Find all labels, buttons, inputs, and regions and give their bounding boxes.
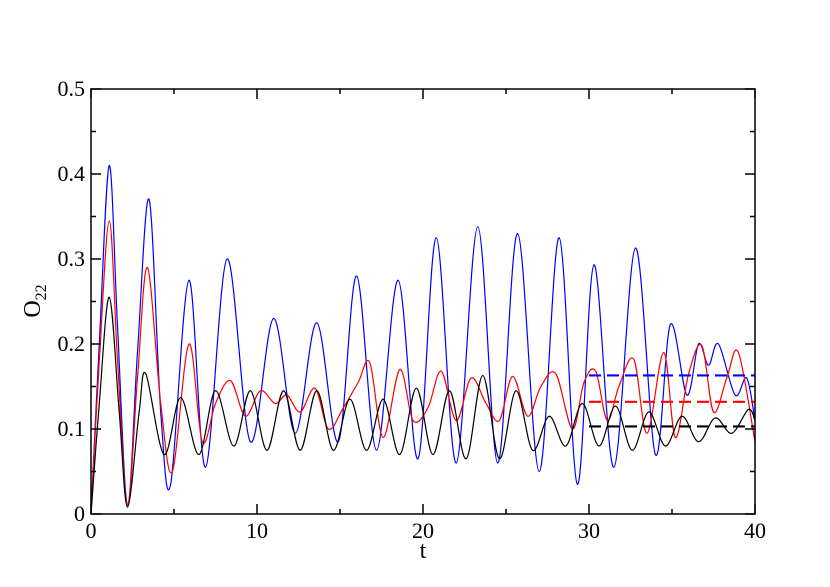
x-tick-label: 30 — [578, 518, 600, 543]
y-axis-label-subscript: 22 — [33, 284, 50, 300]
series-layer — [91, 164, 755, 514]
x-tick-label: 40 — [744, 518, 766, 543]
y-tick-label: 0 — [74, 501, 85, 526]
series-line-0 — [91, 164, 755, 514]
y-axis-label-main: O — [20, 300, 46, 317]
y-tick-label: 0.2 — [58, 331, 86, 356]
y-tick-label: 0.1 — [58, 416, 86, 441]
series-line-1 — [91, 220, 755, 514]
ticks-layer: 0 10 20 30 40 0 0.1 0.2 0.3 0.4 0.5 — [58, 76, 767, 543]
plot-frame — [90, 88, 756, 515]
y-tick-label: 0.4 — [58, 161, 86, 186]
y-tick-label: 0.3 — [58, 246, 86, 271]
x-axis-label: t — [420, 538, 427, 564]
series-line-2 — [91, 296, 755, 514]
x-tick-label: 20 — [412, 518, 434, 543]
y-tick-label: 0.5 — [58, 76, 86, 101]
y-axis-label: O22 — [20, 284, 50, 317]
x-tick-label: 0 — [86, 518, 97, 543]
x-tick-label: 10 — [246, 518, 268, 543]
